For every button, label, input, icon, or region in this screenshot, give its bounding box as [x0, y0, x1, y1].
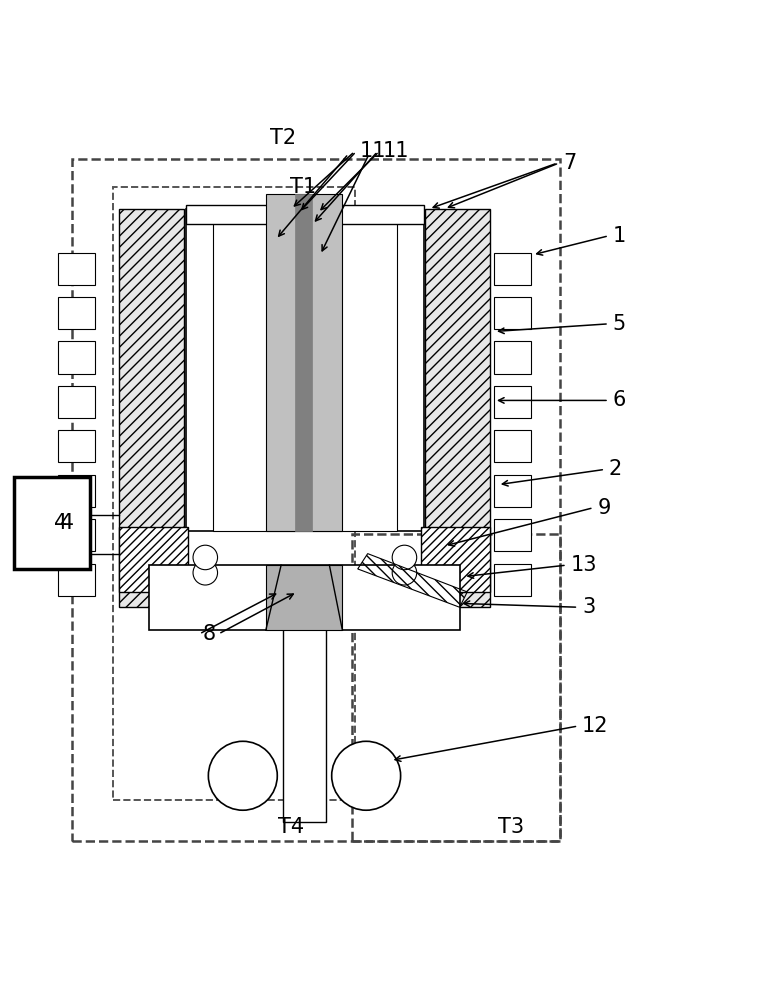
Text: 3: 3 — [582, 597, 595, 617]
Bar — [72, 159, 560, 841]
Bar — [58, 475, 95, 507]
Circle shape — [392, 561, 417, 585]
Bar — [58, 386, 95, 418]
Bar — [425, 209, 490, 607]
Bar — [58, 430, 95, 462]
Text: T4: T4 — [278, 817, 304, 837]
Bar — [58, 519, 95, 551]
Bar — [119, 209, 184, 607]
Circle shape — [332, 741, 401, 810]
Bar — [494, 430, 531, 462]
Text: 11: 11 — [360, 141, 387, 161]
Bar — [186, 205, 424, 224]
Circle shape — [193, 561, 218, 585]
Bar — [14, 477, 90, 569]
Text: 4: 4 — [61, 513, 74, 533]
Text: 12: 12 — [582, 716, 609, 736]
Text: 6: 6 — [613, 390, 626, 410]
Bar — [494, 564, 531, 596]
Bar — [494, 519, 531, 551]
Bar — [186, 209, 424, 531]
Bar — [283, 626, 326, 822]
Text: 2: 2 — [609, 459, 622, 479]
Bar — [149, 565, 460, 630]
Bar — [266, 194, 342, 531]
Text: 1: 1 — [613, 226, 626, 246]
Text: 13: 13 — [571, 555, 597, 575]
Bar — [266, 565, 342, 630]
Bar — [494, 297, 531, 329]
Text: 7: 7 — [563, 153, 576, 173]
Bar — [352, 534, 560, 841]
Bar — [213, 209, 397, 531]
Circle shape — [208, 741, 277, 810]
Bar — [295, 194, 312, 531]
Bar — [58, 297, 95, 329]
Bar — [494, 475, 531, 507]
Text: T2: T2 — [270, 128, 296, 148]
Bar — [58, 341, 95, 374]
Text: 9: 9 — [597, 498, 611, 518]
Text: T3: T3 — [498, 817, 524, 837]
Text: T1: T1 — [290, 177, 316, 197]
Text: 5: 5 — [613, 314, 626, 334]
Bar — [494, 386, 531, 418]
Bar — [58, 253, 95, 285]
Text: 11: 11 — [383, 141, 410, 161]
Bar — [494, 341, 531, 374]
Text: 4: 4 — [54, 513, 67, 533]
Bar — [494, 253, 531, 285]
Bar — [421, 527, 490, 592]
Circle shape — [392, 545, 417, 570]
Text: 8: 8 — [203, 624, 216, 644]
Bar — [58, 564, 95, 596]
Circle shape — [193, 545, 218, 570]
Bar — [119, 527, 188, 592]
Bar — [113, 187, 355, 800]
